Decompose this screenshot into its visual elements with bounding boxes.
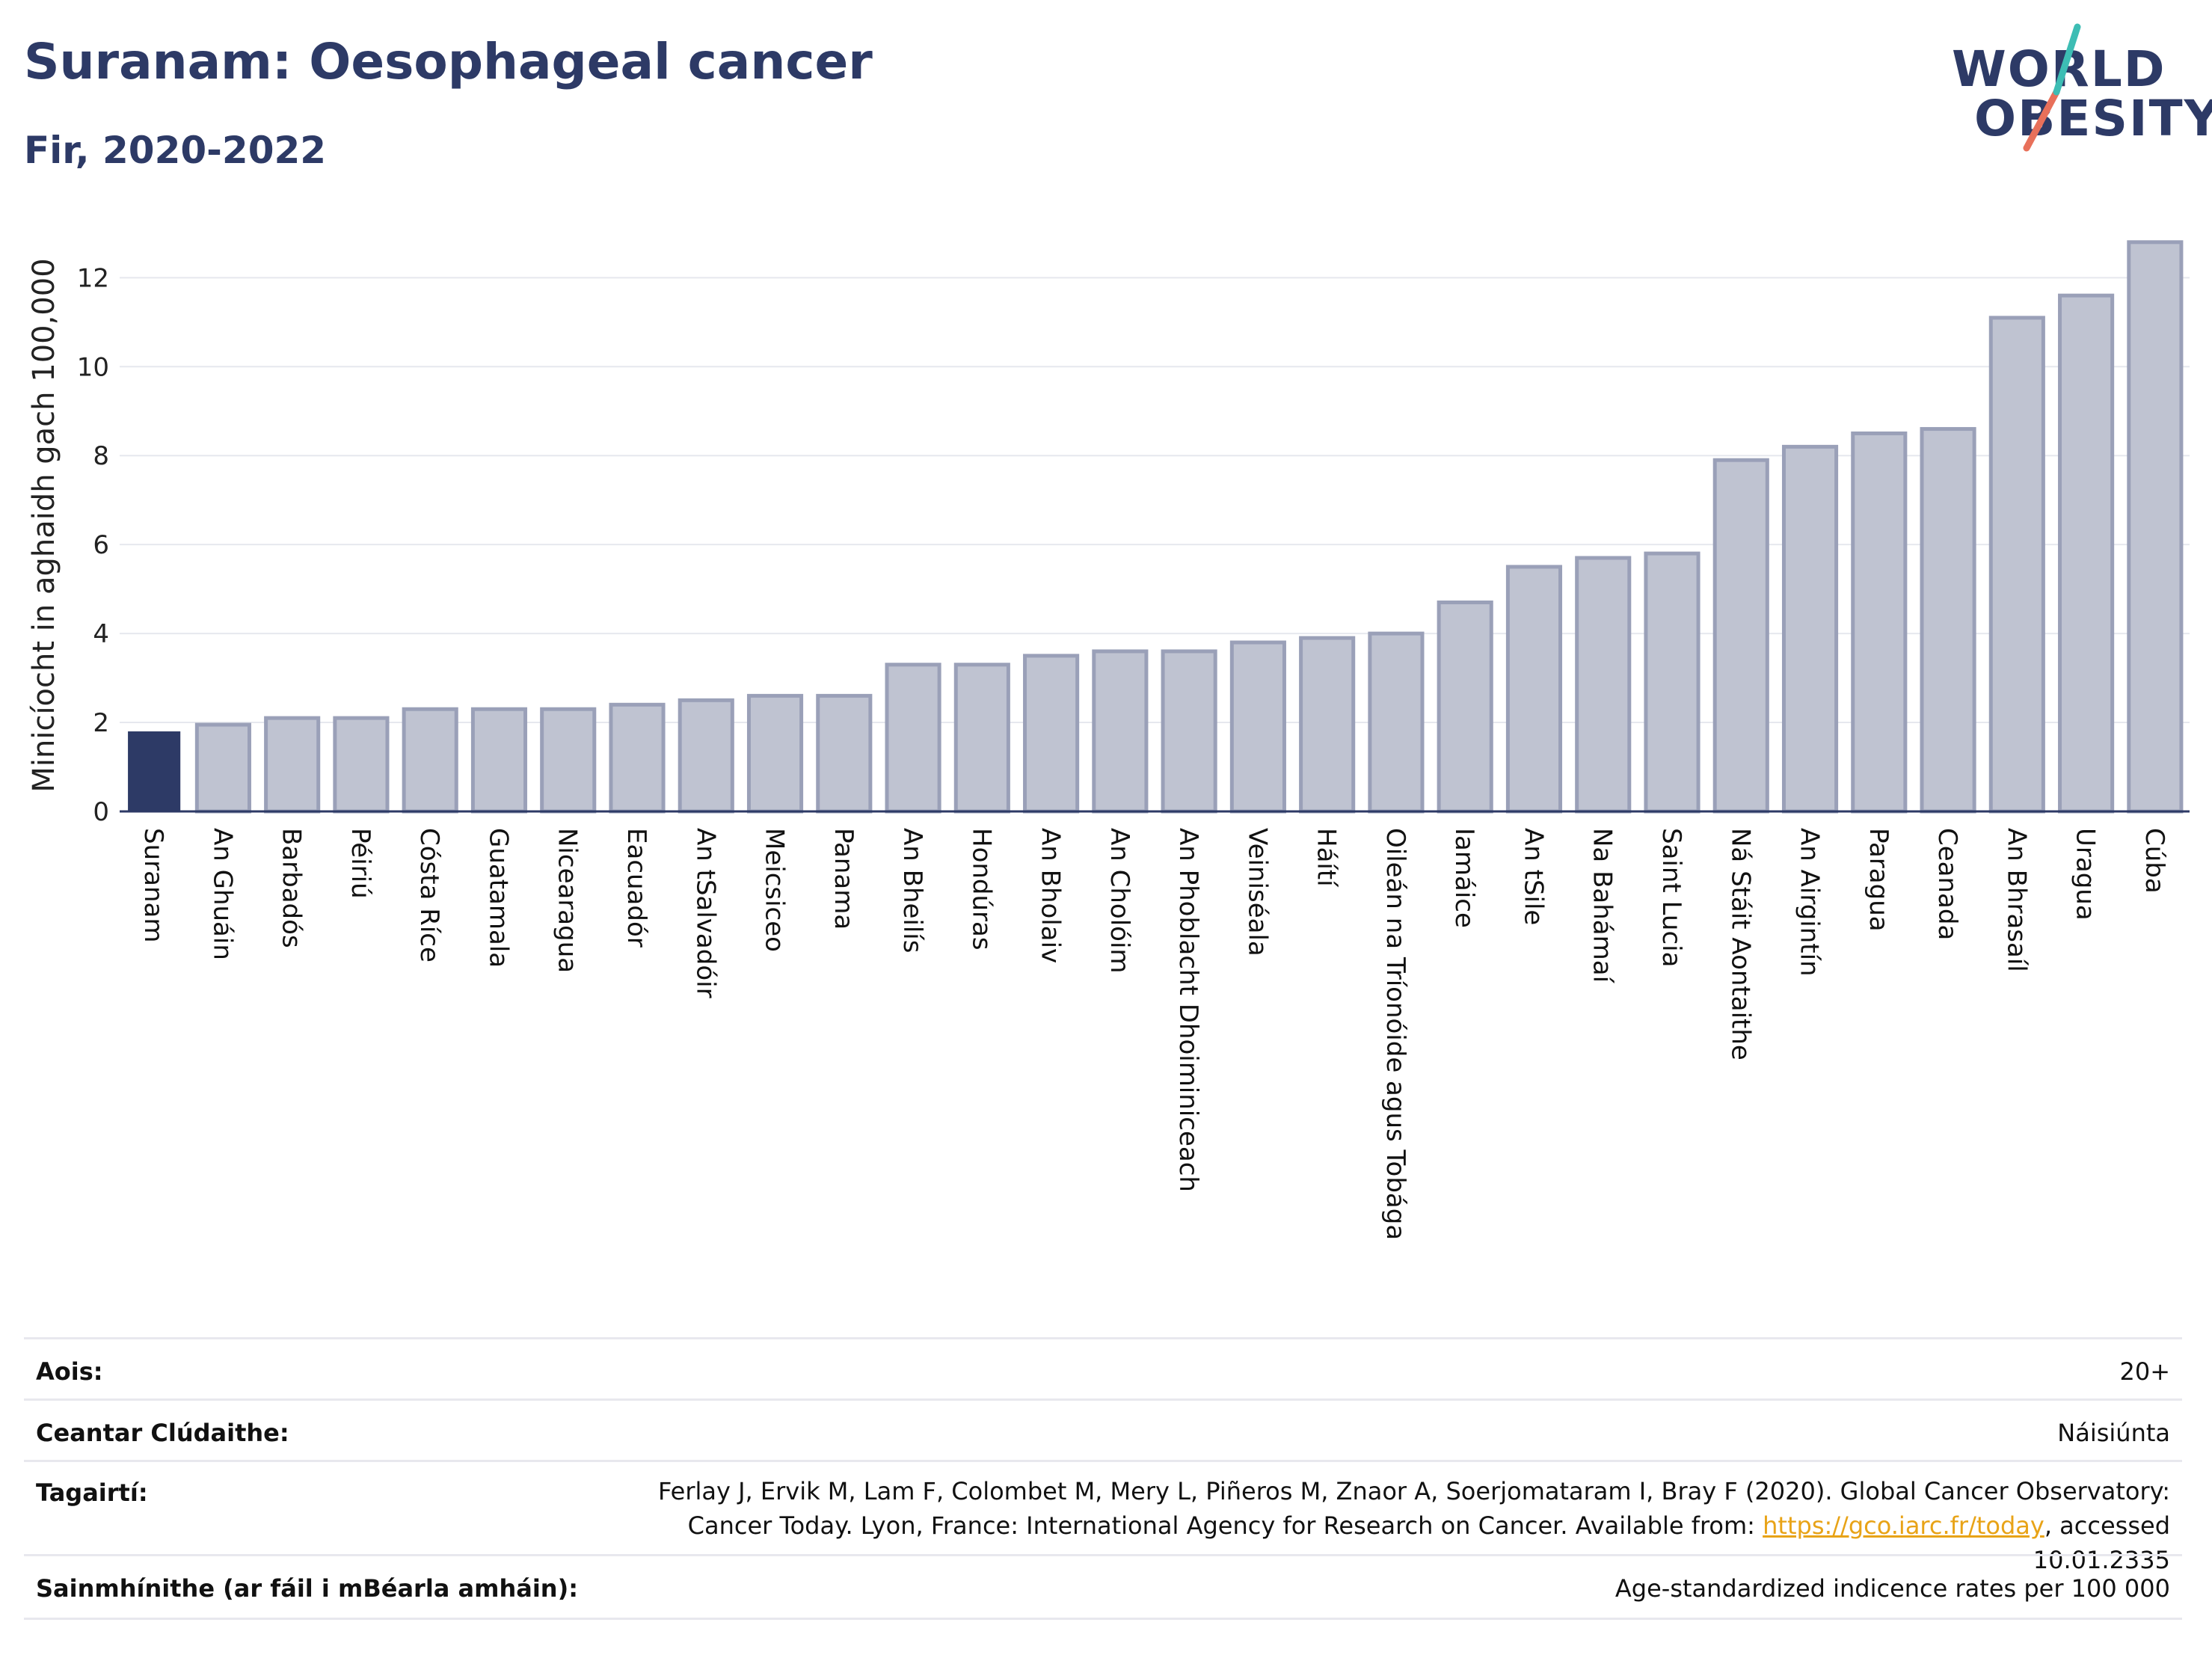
x-tick-label: Guatamala [483, 828, 513, 968]
bar [1229, 640, 1286, 814]
x-tick-label: Ná Stáit Aontaithe [1725, 828, 1755, 1060]
bar [2058, 293, 2115, 814]
meta-row-age: Aois: 20+ [24, 1337, 2182, 1399]
bar [678, 698, 734, 814]
y-axis-label: Minicíocht in aghaidh gach 100,000 [27, 258, 61, 792]
bar [1437, 600, 1493, 814]
x-tick-label: An Bhrasaíl [2001, 828, 2031, 972]
bar [1299, 636, 1356, 814]
definitions-label: Sainmhínithe (ar fáil i mBéarla amháin): [36, 1574, 578, 1603]
references-suffix: , accessed 10.01.2335 [2033, 1511, 2170, 1574]
bar [264, 716, 321, 814]
meta-row-coverage: Ceantar Clúdaithe: Náisiúnta [24, 1398, 2182, 1461]
bar [1368, 631, 1425, 814]
x-tick-label: Iamáice [1449, 828, 1479, 928]
x-tick-label: Eacuadór [621, 828, 651, 948]
bar [816, 693, 873, 814]
bar [1920, 427, 1976, 814]
bar [1575, 556, 1632, 814]
y-tick-label: 10 [77, 352, 109, 382]
x-tick-label: Panama [829, 828, 858, 930]
x-tick-label: An Phoblacht Dhoiminiceach [1173, 828, 1203, 1192]
world-obesity-logo: WORLD OBESITY [1952, 21, 2212, 163]
x-tick-label: An Bheilís [897, 828, 927, 953]
age-value: 20+ [2119, 1357, 2170, 1386]
logo-slash-icon [2023, 23, 2081, 152]
coverage-label: Ceantar Clúdaithe: [36, 1419, 289, 1447]
logo-line-2: OBESITY [1974, 90, 2212, 147]
bar [333, 716, 390, 814]
x-tick-label: An Airgintín [1795, 828, 1825, 977]
y-tick-label: 0 [93, 797, 109, 827]
bar [1161, 649, 1217, 814]
y-tick-label: 6 [93, 530, 109, 560]
chart-title: Suranam: Oesophageal cancer [24, 33, 873, 90]
coverage-value: Náisiúnta [2057, 1419, 2170, 1447]
bar [1781, 444, 1839, 814]
y-tick-label: 4 [93, 619, 109, 649]
bar [1092, 649, 1149, 814]
bar [402, 707, 458, 814]
x-tick-label: Na Bahámaí [1588, 828, 1617, 984]
x-tick-label: Háítí [1312, 828, 1342, 888]
bar [470, 707, 528, 814]
bar [1505, 565, 1563, 814]
x-tick-label: Uragua [2071, 828, 2101, 921]
x-tick-label: Veiniséala [1242, 828, 1272, 957]
x-tick-label: Péiriú [345, 828, 375, 899]
references-value: Ferlay J, Ervik M, Lam F, Colombet M, Me… [615, 1474, 2170, 1577]
bar [128, 731, 181, 811]
bar [540, 707, 597, 814]
x-tick-label: Saint Lucia [1656, 828, 1686, 967]
bar [885, 663, 941, 814]
x-tick-label: Barbadós [277, 828, 307, 948]
x-tick-label: An Bholaiv [1036, 828, 1066, 963]
x-tick-label: Meicsiceo [760, 828, 790, 952]
definitions-value: Age-standardized indicence rates per 100… [1615, 1574, 2170, 1603]
bar [1988, 316, 2045, 814]
bar [1023, 654, 1080, 814]
x-tick-label: Cósta Ríce [414, 828, 444, 962]
y-tick-label: 12 [77, 263, 109, 293]
x-tick-label: An Ghuáin [207, 828, 237, 960]
bar [953, 663, 1010, 814]
x-tick-label: An tSile [1518, 828, 1548, 925]
bar [1644, 551, 1701, 814]
x-tick-label: Paragua [1864, 828, 1893, 932]
bar [194, 722, 251, 814]
meta-row-definitions: Sainmhínithe (ar fáil i mBéarla amháin):… [24, 1554, 2182, 1620]
bar [1851, 432, 1908, 814]
references-link[interactable]: https://gco.iarc.fr/today [1763, 1511, 2044, 1540]
chart-subtitle: Fir, 2020-2022 [24, 129, 327, 172]
bar [2127, 240, 2184, 814]
x-tick-label: Hondúras [966, 828, 996, 951]
x-tick-label: Ceanada [1932, 828, 1962, 940]
references-text: Ferlay J, Ervik M, Lam F, Colombet M, Me… [658, 1477, 2170, 1540]
x-tick-label: An Cholóim [1105, 828, 1134, 974]
x-tick-label: Oileán na Tríonóide agus Tobága [1380, 828, 1410, 1240]
x-tick-label: Cúba [2139, 828, 2169, 894]
age-label: Aois: [36, 1357, 103, 1386]
bar [1712, 458, 1769, 814]
x-tick-label: An tSalvadóir [690, 828, 720, 998]
x-tick-label: Nicearagua [553, 828, 583, 973]
x-tick-label: Suranam [138, 828, 168, 942]
y-tick-label: 2 [93, 708, 109, 738]
meta-row-references: Tagairtí: Ferlay J, Ervik M, Lam F, Colo… [24, 1460, 2182, 1574]
references-label: Tagairtí: [36, 1479, 148, 1507]
y-tick-label: 8 [93, 441, 109, 471]
bar [746, 693, 804, 814]
bar [609, 702, 666, 814]
bar-chart: 0 2 4 6 8 10 12 Minicíocht in aghaidh gach 100,… [27, 240, 2190, 1240]
